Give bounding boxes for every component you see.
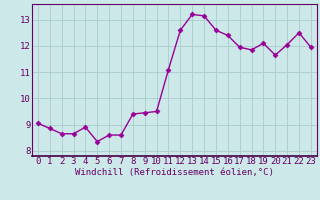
X-axis label: Windchill (Refroidissement éolien,°C): Windchill (Refroidissement éolien,°C): [75, 168, 274, 177]
